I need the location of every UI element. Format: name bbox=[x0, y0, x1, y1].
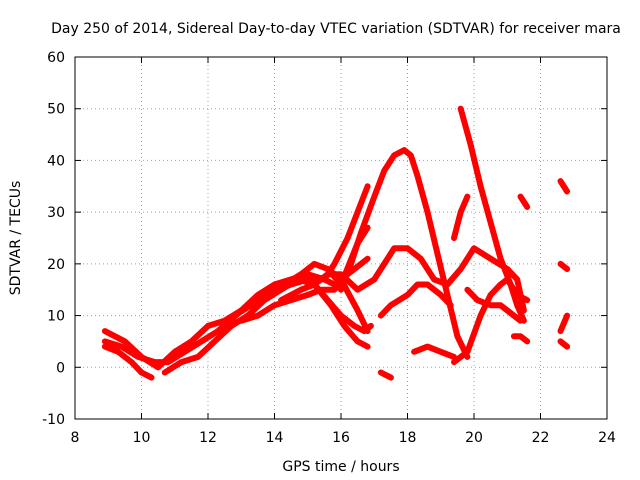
y-tick-label: 20 bbox=[47, 257, 65, 273]
x-tick-label: 10 bbox=[133, 430, 151, 446]
series-arc-d bbox=[161, 276, 371, 376]
series-arc-i bbox=[311, 245, 527, 314]
x-tick-label: 24 bbox=[598, 430, 616, 446]
series-arc-e bbox=[221, 183, 371, 329]
series-arc-o bbox=[457, 105, 527, 324]
series-arc-p bbox=[451, 193, 471, 241]
y-axis-title: SDTVAR / TECUs bbox=[8, 181, 24, 296]
x-axis-title: GPS time / hours bbox=[282, 459, 399, 475]
x-tick-label: 8 bbox=[71, 430, 80, 446]
series-arc-l bbox=[377, 281, 454, 319]
series-arc-c bbox=[101, 343, 155, 381]
series-arc-g bbox=[278, 281, 374, 335]
x-tick-label: 12 bbox=[199, 430, 217, 446]
series-layer bbox=[101, 105, 571, 381]
tick-layer: 8 10 12 14 16 18 20 22 24 -10 0 10 20 30 40 50 60 bbox=[42, 50, 616, 446]
x-tick-label: 16 bbox=[332, 430, 350, 446]
series-arc-u bbox=[557, 260, 571, 272]
series-arc-f bbox=[238, 255, 371, 324]
y-tick-label: 30 bbox=[47, 205, 65, 221]
series-arc-k bbox=[377, 369, 394, 381]
series-arc-m bbox=[411, 343, 457, 360]
y-tick-label: 0 bbox=[56, 360, 65, 376]
series-arc-w bbox=[557, 338, 571, 350]
chart-title: Day 250 of 2014, Sidereal Day-to-day VTE… bbox=[51, 21, 621, 37]
y-tick-label: 40 bbox=[47, 153, 65, 169]
grid-layer bbox=[75, 57, 607, 419]
series-arc-v bbox=[557, 312, 571, 335]
series-arc-r bbox=[510, 333, 531, 345]
series-arc-q bbox=[464, 286, 524, 324]
y-tick-label: 50 bbox=[47, 102, 65, 118]
x-tick-label: 20 bbox=[465, 430, 483, 446]
x-tick-label: 22 bbox=[532, 430, 550, 446]
series-arc-t bbox=[557, 178, 571, 195]
series-arc-j bbox=[338, 147, 471, 360]
y-tick-label: 60 bbox=[47, 50, 65, 66]
y-tick-label: -10 bbox=[42, 412, 65, 428]
x-tick-label: 14 bbox=[266, 430, 284, 446]
x-tick-label: 18 bbox=[399, 430, 417, 446]
series-arc-s bbox=[517, 193, 531, 210]
y-tick-label: 10 bbox=[47, 309, 65, 325]
